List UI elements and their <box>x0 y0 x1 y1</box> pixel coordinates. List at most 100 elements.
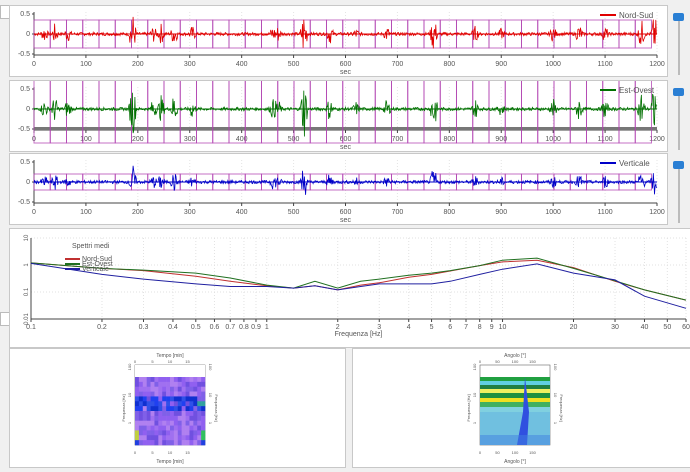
y-tick-label: 0 <box>26 106 30 113</box>
analysis-window <box>244 74 262 144</box>
series-line-nord-sud <box>30 259 687 301</box>
analysis-window <box>537 74 555 144</box>
analysis-window <box>455 74 474 144</box>
slider-thumb[interactable] <box>673 88 684 96</box>
x-tick-label: 0 <box>32 61 36 68</box>
analysis-window <box>130 74 149 144</box>
x-tick-label: 600 <box>340 136 352 143</box>
legend-label: Verticale <box>82 266 109 273</box>
x-tick-label: 0.9 <box>251 324 261 331</box>
bottom-axis-label: Angolo [°] <box>504 459 526 465</box>
y-tick-label: 0 <box>26 31 30 38</box>
x-tick-label: 5 <box>430 324 434 331</box>
x-tick-label: 100 <box>80 209 92 216</box>
analysis-window <box>325 74 344 144</box>
signal-chart: 0 100 200 300 400 500 600 700 800 900 1000 1100 1200… <box>18 74 665 151</box>
y-tick-label: 1 <box>24 263 30 267</box>
analysis-window <box>423 74 441 144</box>
x-tick-label: 100 <box>80 136 92 143</box>
x-tick-label: 20 <box>570 324 578 331</box>
analysis-window <box>228 74 246 144</box>
y-tick-label: 100 <box>472 363 477 370</box>
y-tick-label: 0.5 <box>20 11 30 18</box>
y-tick-label: 1 <box>208 422 213 425</box>
y-tick-label: 10 <box>24 234 30 241</box>
x-tick-label: 50 <box>495 359 500 364</box>
analysis-window <box>390 74 409 144</box>
y-axis-label-right: Frequenza [Hz] <box>214 394 219 421</box>
analysis-window <box>179 74 197 144</box>
legend-label: Nord-Sud <box>619 11 653 20</box>
x-tick-label: 5 <box>151 450 154 455</box>
time-frequency-map: Tempo [min] Tempo [min] Frequenza [Hz] Freq… <box>121 353 219 465</box>
x-tick-label: 6 <box>448 324 452 331</box>
x-tick-label: 800 <box>443 136 455 143</box>
x-tick-label: 7 <box>464 324 468 331</box>
directional-panel: Angolo [°] Angolo [°] Frequenza [Hz] Freque… <box>352 348 690 468</box>
x-tick-label: 600 <box>340 61 352 68</box>
y-tick-label: 10 <box>208 393 213 398</box>
x-tick-label: 600 <box>340 209 352 216</box>
x-tick-label: 700 <box>392 61 404 68</box>
x-axis-label: sec <box>340 144 351 151</box>
analysis-window <box>439 74 457 144</box>
slider-thumb[interactable] <box>673 161 684 169</box>
x-tick-label: 1200 <box>649 61 665 68</box>
x-tick-label: 300 <box>184 136 196 143</box>
y-tick-label: 1 <box>472 421 477 424</box>
x-tick-label: 60 <box>682 324 690 331</box>
analysis-window <box>114 74 132 144</box>
x-tick-label: 100 <box>512 359 519 364</box>
x-tick-label: 0 <box>479 359 482 364</box>
bottom-axis-label: Tempo [min] <box>156 459 184 465</box>
signal-chart: 0 100 200 300 400 500 600 700 800 900 1000 1100 1200… <box>18 11 665 76</box>
signal-chart: 0 100 200 300 400 500 600 700 800 900 1000 1100 1200… <box>18 159 665 224</box>
gain-slider[interactable] <box>673 88 685 150</box>
x-tick-label: 1000 <box>545 209 561 216</box>
x-tick-label: 0.1 <box>26 324 36 331</box>
x-tick-label: 100 <box>512 450 519 455</box>
legend-label: Verticale <box>619 159 650 168</box>
x-tick-label: 50 <box>663 324 671 331</box>
analysis-window <box>374 74 392 144</box>
scroll-bar[interactable] <box>34 127 657 130</box>
x-tick-label: 1100 <box>598 209 613 216</box>
x-tick-label: 1200 <box>649 136 665 143</box>
x-tick-label: 50 <box>495 450 500 455</box>
x-tick-label: 0.6 <box>210 324 220 331</box>
analysis-window <box>504 74 522 144</box>
dir-image <box>480 377 550 445</box>
analysis-window <box>195 74 214 144</box>
x-tick-label: 200 <box>132 136 144 143</box>
y-tick-label: -0.5 <box>18 51 30 58</box>
y-tick-label: 1 <box>553 422 558 425</box>
gain-slider[interactable] <box>673 13 685 75</box>
x-tick-label: 400 <box>236 209 248 216</box>
legend-label: Est-Ovest <box>82 261 113 268</box>
analysis-window <box>520 74 539 144</box>
analysis-window <box>82 74 100 144</box>
x-tick-label: 10 <box>499 324 507 331</box>
x-tick-label: 150 <box>529 359 536 364</box>
x-tick-label: 0 <box>479 450 482 455</box>
series-line-verticale <box>30 262 687 309</box>
x-tick-label: 1000 <box>545 136 561 143</box>
y-tick-label: -0.5 <box>18 199 30 206</box>
x-tick-label: 10 <box>168 359 173 364</box>
x-tick-label: 150 <box>529 450 536 455</box>
x-tick-label: 700 <box>392 136 404 143</box>
top-axis-label: Tempo [min] <box>156 353 184 359</box>
x-tick-label: 4 <box>407 324 411 331</box>
x-tick-label: 900 <box>495 136 507 143</box>
y-tick-label: 100 <box>553 364 558 371</box>
gain-slider[interactable] <box>673 161 685 223</box>
x-tick-label: 2 <box>336 324 340 331</box>
x-tick-label: 0 <box>32 209 36 216</box>
x-tick-label: 200 <box>132 209 144 216</box>
slider-track <box>678 94 680 150</box>
slider-thumb[interactable] <box>673 13 684 21</box>
x-tick-label: 1 <box>265 324 269 331</box>
x-tick-label: 0.4 <box>168 324 178 331</box>
x-tick-label: 0.5 <box>191 324 201 331</box>
x-tick-label: 5 <box>151 359 154 364</box>
